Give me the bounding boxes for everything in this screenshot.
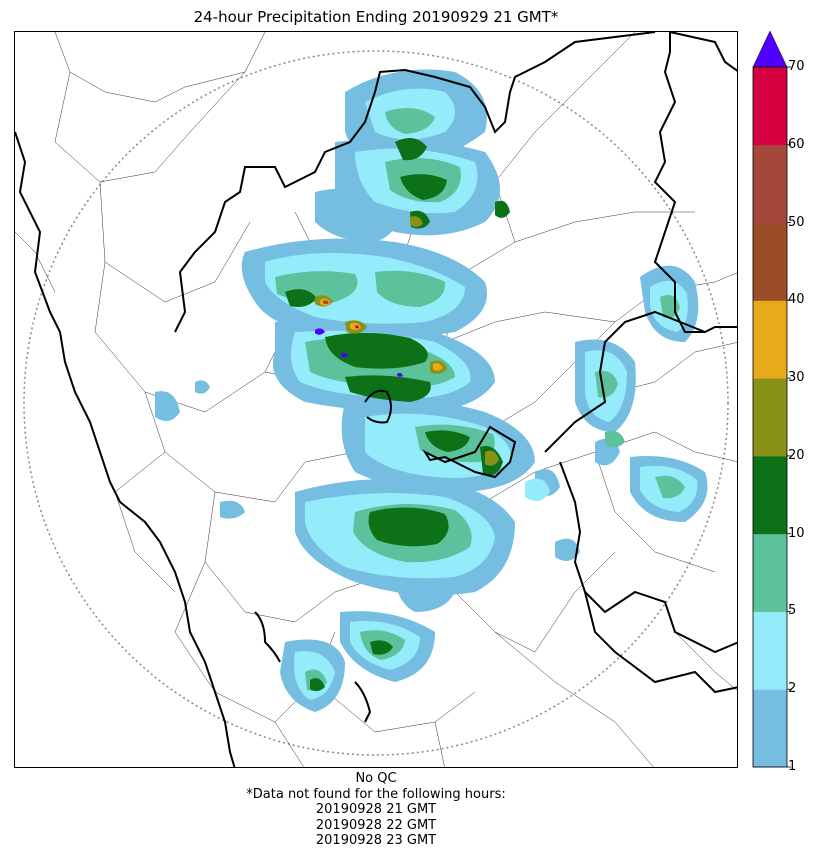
radar-map (14, 31, 738, 768)
colorbar-frame (752, 66, 788, 768)
missing-data-note: *Data not found for the following hours: (246, 786, 506, 802)
colorbar-segment (753, 378, 787, 457)
colorbar-segment (753, 67, 787, 146)
colorbar-segment (753, 689, 787, 768)
state-boundaries (15, 32, 737, 767)
qc-status: No QC (355, 771, 397, 786)
colorbar-segment (753, 611, 787, 690)
colorbar-tick-label: 1 (788, 759, 797, 774)
colorbar-tick-label: 2 (788, 681, 797, 697)
precipitation-colorbar (752, 30, 791, 768)
precip-30-70mm (315, 298, 443, 377)
precip-10-20mm (285, 138, 510, 692)
colorbar-tick-label: 40 (788, 292, 805, 308)
colorbar-segment (753, 300, 787, 379)
missing-hour-3: 20190928 23 GMT (315, 833, 437, 848)
footer-notes: No QC *Data not found for the following … (0, 771, 752, 849)
colorbar-segment (753, 533, 787, 612)
colorbar-segment (753, 144, 787, 224)
precipitation-map-svg (15, 32, 737, 767)
colorbar-tick-label: 5 (788, 603, 797, 619)
colorbar-tick-label: 20 (788, 447, 805, 463)
colorbar-tick-label: 30 (788, 370, 805, 386)
missing-hour-1: 20190928 21 GMT (315, 802, 437, 817)
colorbar-tick-label: 10 (788, 525, 805, 541)
colorbar-segment (753, 222, 787, 301)
colorbar-tick-label: 50 (788, 214, 805, 230)
map-title: 24-hour Precipitation Ending 20190929 21… (193, 8, 559, 26)
radar-range-circle (23, 50, 729, 756)
colorbar-extend-triangle (752, 30, 788, 68)
missing-hour-2: 20190928 22 GMT (315, 817, 437, 833)
colorbar-tick-label: 60 (788, 136, 805, 152)
colorbar-tick-label: 70 (788, 59, 805, 74)
colorbar-segment (753, 455, 787, 535)
